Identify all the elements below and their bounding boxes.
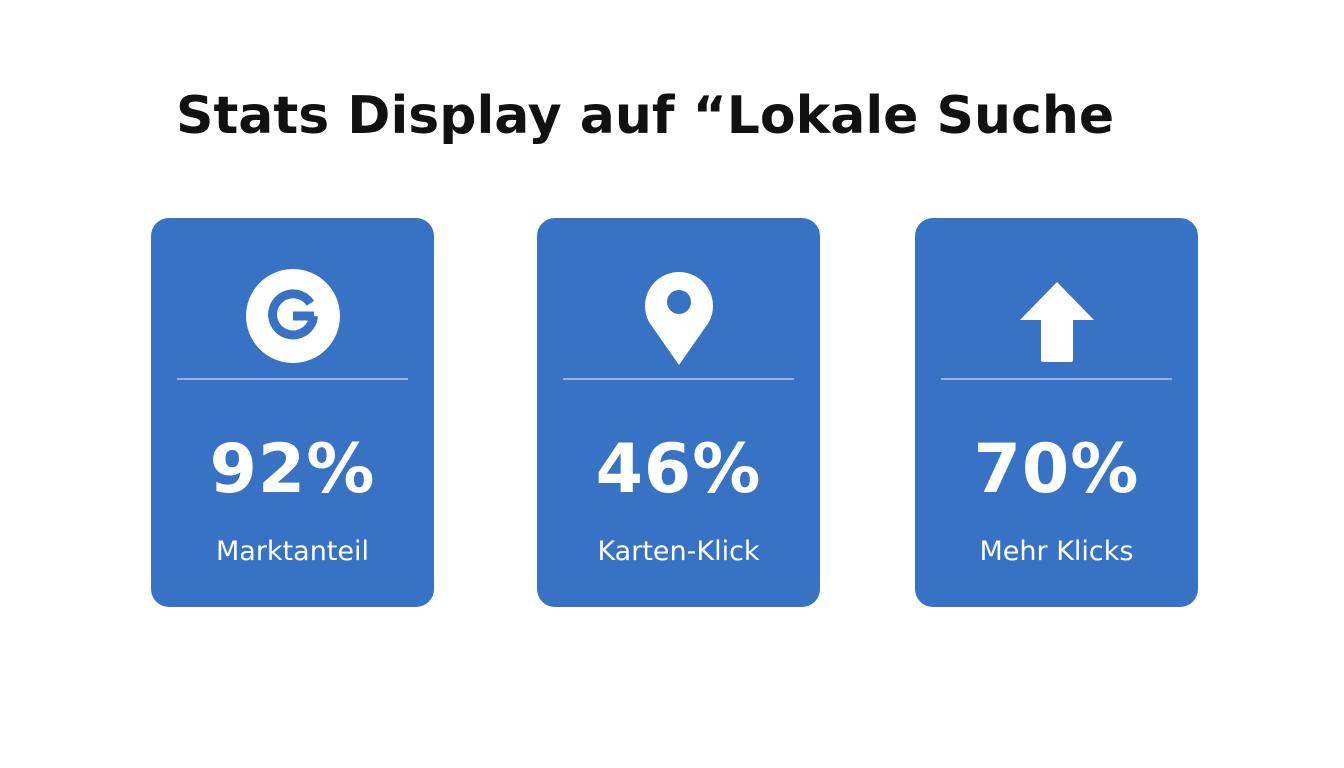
stat-value: 46% bbox=[595, 430, 762, 509]
stat-card-karten-klick: 46% Karten-Klick bbox=[537, 218, 820, 607]
stat-value: 92% bbox=[209, 430, 376, 509]
stat-label: Mehr Klicks bbox=[979, 536, 1134, 567]
stat-card-marktanteil: 92% Marktanteil bbox=[151, 218, 434, 607]
card-divider bbox=[941, 378, 1172, 380]
card-divider bbox=[177, 378, 408, 380]
arrow-up-icon bbox=[915, 266, 1198, 366]
card-divider bbox=[563, 378, 794, 380]
map-pin-icon bbox=[537, 266, 820, 366]
google-g-icon bbox=[151, 266, 434, 366]
stat-card-mehr-klicks: 70% Mehr Klicks bbox=[915, 218, 1198, 607]
stat-value: 70% bbox=[973, 430, 1140, 509]
stat-label: Karten-Klick bbox=[597, 536, 760, 567]
stat-label: Marktanteil bbox=[215, 536, 370, 567]
page-title: Stats Display auf “Lokale Suche bbox=[176, 86, 1115, 146]
